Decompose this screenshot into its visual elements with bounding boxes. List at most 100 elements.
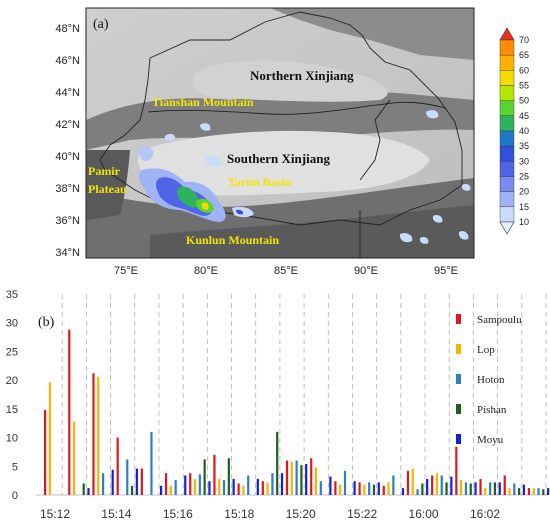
colorbar-level-label: 60 (519, 65, 529, 75)
panel-a-label: (a) (93, 17, 109, 32)
x-tick-label: 15:12 (40, 507, 70, 521)
colorbar-level-label: 55 (519, 81, 529, 91)
bar-lop (339, 484, 342, 495)
lon-label: 80°E (194, 265, 218, 277)
bar-lop (97, 376, 100, 495)
colorbar-top-arrow (499, 27, 515, 41)
colorbar-swatch (499, 39, 515, 56)
lat-label: 34°N (55, 247, 80, 259)
y-tick-label: 20 (6, 375, 18, 387)
altai-relief (270, 8, 474, 60)
colorbar-swatch (499, 176, 515, 192)
x-tick-label: 15:18 (224, 507, 254, 521)
bar-sampoulu (358, 482, 361, 495)
bar-moyu (547, 488, 550, 495)
bar-pishan (276, 431, 279, 495)
x-tick-label: 16:00 (409, 507, 439, 521)
colorbar-level-label: 35 (519, 141, 529, 151)
x-tick-label: 16:02 (470, 507, 500, 521)
map-area (86, 8, 474, 258)
pamir-relief (86, 150, 130, 220)
bar-sampoulu (285, 460, 289, 495)
y-axis: 0 5 10 15 20 25 30 35 (6, 289, 18, 502)
bar-pishan (82, 483, 85, 495)
bar-moyu (522, 484, 526, 495)
bar-lop (387, 482, 390, 495)
bar-sampoulu (68, 329, 71, 495)
colorbar (499, 27, 515, 235)
bar-moyu (498, 482, 501, 495)
bar-pishan (421, 483, 424, 495)
northern-xinjiang-label: Northern Xinjiang (250, 68, 354, 83)
bar-sampoulu (140, 468, 143, 495)
bar-lop (484, 488, 487, 495)
bar-sampoulu (164, 473, 168, 495)
colorbar-swatch (499, 206, 515, 223)
bar-hoton (271, 473, 274, 495)
legend-label: Sampoulu (477, 314, 522, 326)
y-tick-label: 10 (6, 433, 18, 445)
legend: Sampoulu Lop Hoton Pishan Moyu (456, 314, 522, 446)
bar-pishan (493, 482, 497, 495)
eastern-divider (359, 99, 391, 258)
x-tick-label: 15:14 (101, 507, 131, 521)
bar-pishan (469, 483, 472, 495)
bar-hoton (247, 475, 250, 495)
bar-moyu (256, 478, 259, 495)
bar-pishan (130, 485, 134, 495)
bar-moyu (135, 468, 138, 495)
bar-moyu (305, 463, 308, 495)
colorbar-level-label: 10 (519, 217, 529, 227)
bar-sampoulu (334, 481, 337, 495)
bar-lop (193, 478, 197, 495)
bar-moyu (401, 488, 405, 495)
bar-pishan (445, 482, 448, 495)
bar-sampoulu (503, 475, 506, 495)
bar-hoton (513, 483, 516, 495)
y-tick-label: 35 (6, 289, 18, 301)
colorbar-bottom-arrow (499, 221, 515, 235)
xinjiang-border (99, 11, 463, 226)
bar-sampoulu (406, 470, 410, 495)
north-south-divider (147, 101, 446, 115)
pamir-label: Pamir (88, 164, 121, 178)
tarim-basin-shape (138, 130, 431, 196)
bar-lop (363, 484, 366, 495)
bar-pishan (542, 489, 545, 495)
x-tick-label: 15:20 (286, 507, 316, 521)
bar-sampoulu (527, 488, 531, 495)
bar-hoton (295, 460, 298, 495)
colorbar-swatch (499, 145, 515, 162)
colorbar-swatch (499, 115, 515, 132)
bar-hoton (464, 482, 468, 495)
bar-sampoulu (431, 475, 434, 495)
lat-label: 48°N (55, 23, 80, 35)
colorbar-level-label: 20 (519, 187, 529, 197)
bar-sampoulu (261, 481, 264, 495)
y-tick-label: 5 (12, 461, 18, 473)
bar-moyu (184, 475, 187, 495)
plateau-label: Plateau (88, 182, 127, 196)
bar-lop (460, 480, 463, 495)
lon-label: 85°E (274, 265, 298, 277)
bar-sampoulu (479, 478, 482, 495)
lon-label: 95°E (434, 265, 458, 277)
bar-moyu (426, 478, 429, 495)
dzungaria-basin (192, 60, 388, 102)
bar-hoton (489, 482, 492, 495)
lat-label: 40°N (55, 151, 80, 163)
lon-label: 90°E (354, 265, 378, 277)
bar-lop (435, 473, 439, 495)
x-tick-label: 15:22 (347, 507, 377, 521)
colorbar-level-label: 40 (519, 126, 529, 136)
y-tick-label: 25 (6, 346, 18, 358)
bar-chart-panel: 0 5 10 15 20 25 30 35 15:12 15:14 15:16 15:18 15:20… (0, 282, 550, 524)
lat-label: 46°N (55, 55, 80, 67)
bar-hoton (319, 481, 322, 495)
lat-axis: 48°N 46°N 44°N 42°N 40°N 38°N 36°N 34°N (55, 23, 80, 259)
bar-moyu (377, 482, 380, 495)
colorbar-labels: 70 65 60 55 50 45 40 35 30 25 20 15 10 (519, 35, 529, 227)
bar-lop (218, 478, 221, 495)
bar-sampoulu (213, 454, 216, 495)
bar-sampoulu (44, 410, 47, 495)
